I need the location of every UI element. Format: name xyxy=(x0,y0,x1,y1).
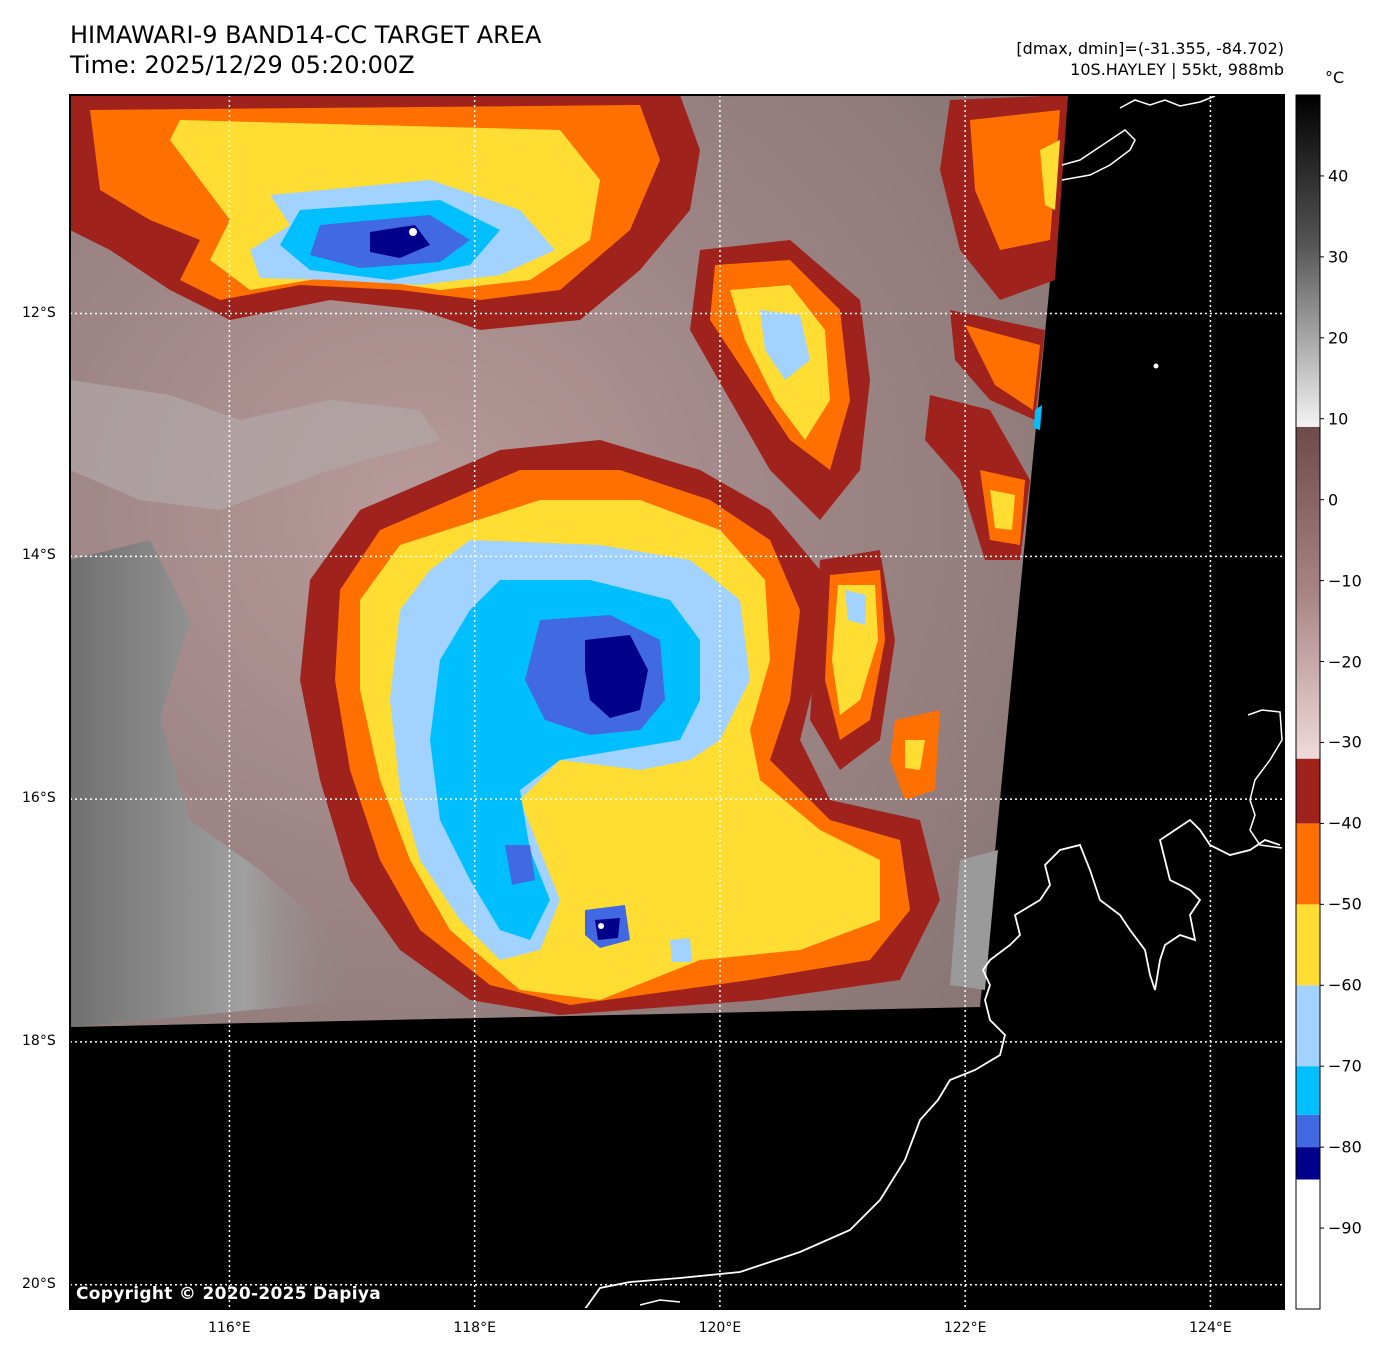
colorbar-bin xyxy=(1296,95,1320,427)
colorbar-bin xyxy=(1296,758,1320,824)
coastline-islands xyxy=(1119,95,1216,109)
colorbar-label: −40 xyxy=(1328,813,1362,833)
colorbar-bin xyxy=(1296,426,1320,759)
colorbar-label: 30 xyxy=(1328,247,1349,267)
colorbar xyxy=(1296,95,1324,1309)
storm-line: 10S.HAYLEY | 55kt, 988mb xyxy=(1070,60,1284,79)
colorbar-bin xyxy=(1296,1066,1320,1115)
lat-label: 14°S xyxy=(22,547,56,564)
lon-label: 120°E xyxy=(698,1320,742,1336)
colorbar-bin xyxy=(1296,1147,1320,1180)
colorbar-label: 20 xyxy=(1328,328,1349,348)
map-frame xyxy=(69,94,1285,1310)
figure-title: HIMAWARI-9 BAND14-CC TARGET AREA Time: 2… xyxy=(70,20,541,80)
island-dot xyxy=(1153,363,1159,369)
colorbar-label: −90 xyxy=(1328,1218,1362,1238)
colorbar-label: −20 xyxy=(1328,652,1362,672)
colorbar-unit: °C xyxy=(1325,68,1345,87)
colorbar-bin xyxy=(1296,985,1320,1067)
lon-label: 118°E xyxy=(453,1320,496,1336)
storm-info: [dmax, dmin]=(-31.355, -84.702) 10S.HAYL… xyxy=(1016,38,1284,80)
copyright-text: Copyright © 2020-2025 Dapiya xyxy=(76,1284,381,1304)
colorbar-bin xyxy=(1296,904,1320,986)
lat-label: 20°S xyxy=(22,1275,56,1292)
colorbar-label: −70 xyxy=(1328,1056,1362,1076)
stats-line: [dmax, dmin]=(-31.355, -84.702) xyxy=(1016,39,1284,58)
colorbar-label: −80 xyxy=(1328,1137,1362,1157)
colorbar-bin xyxy=(1296,823,1320,905)
lon-label: 116°E xyxy=(208,1320,251,1336)
graticule xyxy=(70,95,1284,1309)
colorbar-label: 0 xyxy=(1328,490,1339,510)
title-line-2: Time: 2025/12/29 05:20:00Z xyxy=(70,51,415,79)
colorbar-bin xyxy=(1296,1179,1320,1309)
coastline-north xyxy=(1247,709,1283,849)
colorbar-label: −50 xyxy=(1328,894,1362,914)
lat-label: 12°S xyxy=(22,304,56,321)
colorbar-label: −60 xyxy=(1328,975,1362,995)
colorbar-label: −30 xyxy=(1328,732,1362,752)
coastline-mainland xyxy=(584,818,1281,1309)
lat-label: 18°S xyxy=(22,1032,56,1049)
colorbar-label: 10 xyxy=(1328,409,1349,429)
title-line-1: HIMAWARI-9 BAND14-CC TARGET AREA xyxy=(70,21,542,49)
coastline-timor xyxy=(1061,129,1136,181)
colorbar-frame xyxy=(1295,94,1321,1310)
lon-label: 124°E xyxy=(1189,1320,1232,1336)
lat-label: 16°S xyxy=(22,790,56,807)
satellite-swath xyxy=(70,95,1068,1027)
lon-label: 122°E xyxy=(943,1320,987,1336)
colorbar-bin xyxy=(1296,1114,1320,1148)
colorbar-label: −10 xyxy=(1328,571,1362,591)
colorbar-label: 40 xyxy=(1328,166,1349,186)
